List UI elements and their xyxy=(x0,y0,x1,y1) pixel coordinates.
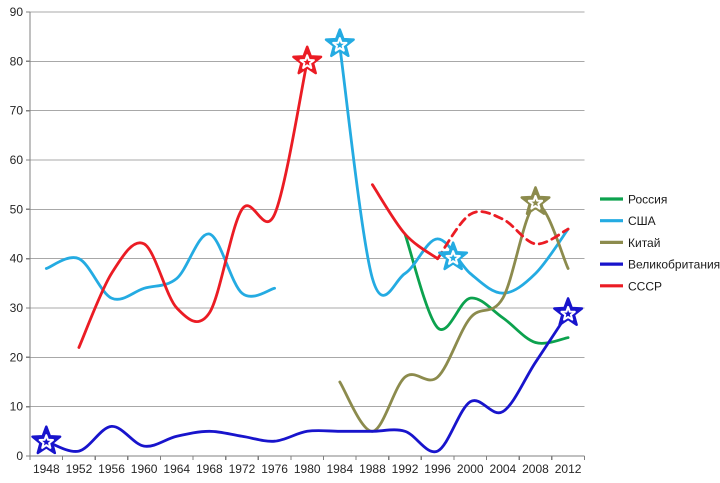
x-axis-label: 1992 xyxy=(392,462,419,476)
host-star-icon-usa-1998 xyxy=(438,241,469,271)
legend: Россия США Китай Великобритания СССР xyxy=(600,193,720,293)
star-inner xyxy=(527,194,544,210)
host-star-markers xyxy=(31,28,584,455)
ussr-line xyxy=(371,183,439,261)
usa-line xyxy=(338,45,570,297)
y-axis-label: 50 xyxy=(10,202,24,216)
x-axis-label: 2012 xyxy=(555,462,582,476)
host-star-icon-china-2008 xyxy=(520,186,551,215)
x-axis-label: 1968 xyxy=(196,462,223,476)
uk-line xyxy=(44,311,570,454)
host-star-icon-ussr-1980 xyxy=(292,45,323,75)
y-axis-label: 90 xyxy=(10,5,24,19)
legend-item-china: Китай xyxy=(600,236,660,250)
legend-label-russia: Россия xyxy=(628,193,667,207)
legend-item-russia: Россия xyxy=(600,193,667,207)
y-axis-label: 60 xyxy=(10,153,24,167)
y-axis-label: 30 xyxy=(10,301,24,315)
legend-label-china: Китай xyxy=(628,236,660,250)
star-inner xyxy=(560,305,576,321)
ussr-line xyxy=(77,59,309,349)
series-line-russia xyxy=(403,232,570,345)
star-outer xyxy=(520,186,551,215)
star-outer xyxy=(292,45,323,75)
series-line-uk xyxy=(44,311,570,454)
x-axis-label: 1964 xyxy=(163,462,190,476)
y-axis-label: 10 xyxy=(10,400,24,414)
x-axis-label: 1980 xyxy=(294,462,321,476)
x-axis-label: 1972 xyxy=(229,462,256,476)
y-axis-label: 20 xyxy=(10,350,24,364)
ussr-projection-dashed-line xyxy=(436,210,570,261)
star-outer xyxy=(31,425,62,455)
series-line-usa xyxy=(44,45,570,301)
x-axis-label: 1948 xyxy=(33,462,60,476)
axes xyxy=(26,11,586,460)
host-star-icon-usa-1984 xyxy=(324,28,355,58)
star-inner xyxy=(332,37,348,52)
x-axis-label: 1984 xyxy=(326,462,353,476)
y-axis-label: 40 xyxy=(10,252,24,266)
x-axis-label: 1996 xyxy=(424,462,451,476)
star-inner xyxy=(445,250,461,265)
legend-label-usa: США xyxy=(628,214,656,228)
legend-label-ussr: СССР xyxy=(628,279,662,293)
x-axis-label: 1988 xyxy=(359,462,386,476)
y-axis-label: 80 xyxy=(10,54,24,68)
star-inner xyxy=(299,54,315,69)
y-axis-label: 70 xyxy=(10,104,24,118)
host-star-icon-uk-1948 xyxy=(31,425,62,455)
x-axis-label: 2008 xyxy=(522,462,549,476)
x-axis-label: 1976 xyxy=(261,462,288,476)
series-line-ussr xyxy=(77,59,570,349)
x-axis-label: 1956 xyxy=(98,462,125,476)
x-axis-label: 1960 xyxy=(131,462,158,476)
star-outer xyxy=(324,28,355,58)
legend-label-uk: Великобритания xyxy=(628,258,720,272)
x-axis-label: 1952 xyxy=(66,462,93,476)
star-outer xyxy=(553,297,584,326)
star-inner xyxy=(38,434,54,449)
russia-line xyxy=(403,232,570,345)
usa-line xyxy=(44,232,276,301)
legend-item-ussr: СССР xyxy=(600,279,662,293)
legend-item-usa: США xyxy=(600,214,656,228)
y-axis-label: 0 xyxy=(16,449,23,463)
host-star-icon-uk-2012 xyxy=(553,297,584,326)
star-outer xyxy=(438,241,469,271)
gridlines xyxy=(30,11,585,408)
x-axis-label: 2004 xyxy=(490,462,517,476)
tick-labels: 0 10 20 30 40 50 60 70 80 90 1948 1952 1956 1960 1964 1… xyxy=(10,5,582,476)
x-axis-label: 2000 xyxy=(457,462,484,476)
legend-item-uk: Великобритания xyxy=(600,258,720,272)
